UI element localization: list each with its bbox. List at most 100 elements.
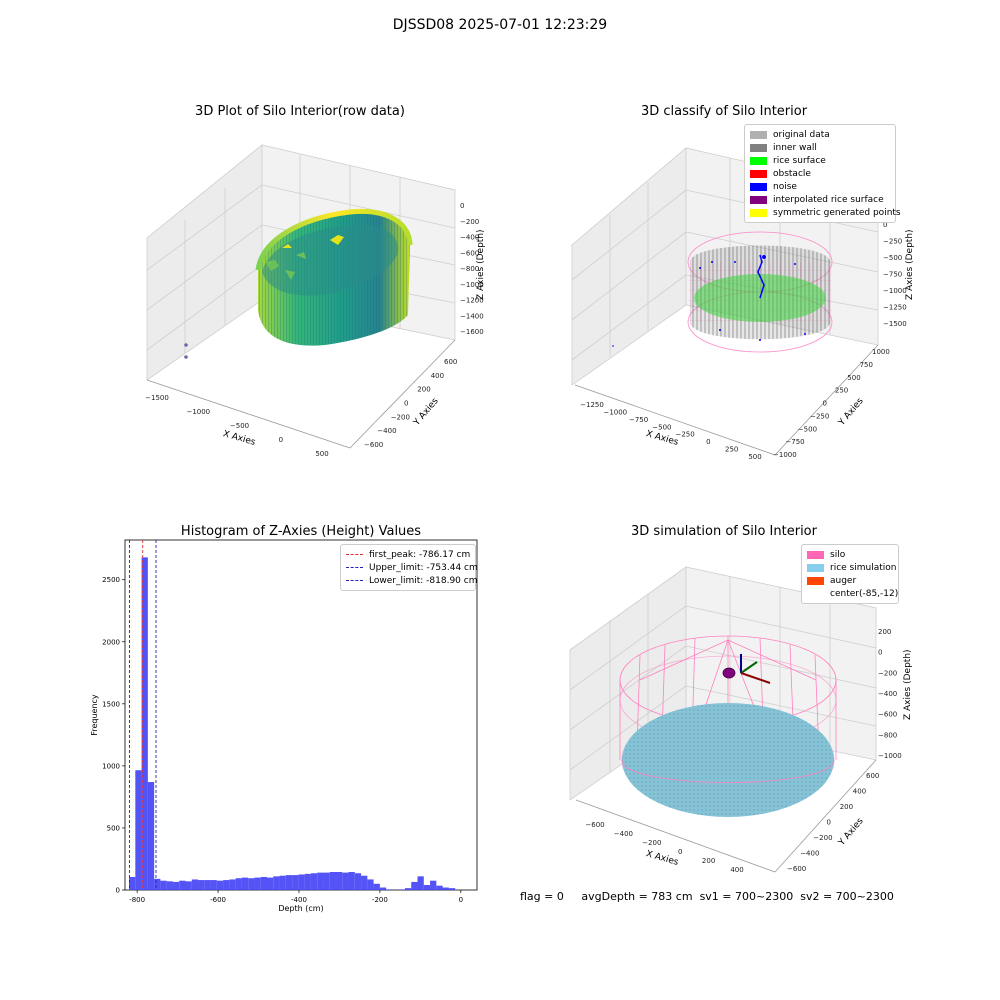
outlier-point xyxy=(184,343,188,347)
p1-y-tick: −200 xyxy=(391,413,410,421)
hist-bar xyxy=(229,879,236,890)
hist-bar xyxy=(160,880,167,890)
p1-z-tick: −1400 xyxy=(460,312,484,320)
hist-bar xyxy=(279,875,286,890)
legend-entry: original data xyxy=(750,128,890,141)
legend-entry: Upper_limit: -753.44 cm xyxy=(346,561,478,574)
hist-bar xyxy=(210,880,217,890)
p1-z-tick: −1600 xyxy=(460,328,484,336)
figure-title: DJSSD08 2025-07-01 12:23:29 xyxy=(392,17,608,33)
p1-y-tick: 400 xyxy=(431,372,444,380)
hist-bar xyxy=(367,879,374,890)
legend-entry: obstacle xyxy=(750,167,890,180)
p1-x-tick: −1000 xyxy=(186,408,210,416)
legend-swatch xyxy=(807,590,824,598)
legend-entry: center(-85,-12) xyxy=(807,587,898,600)
p1-y-tick: 200 xyxy=(417,386,430,394)
hist-bar xyxy=(223,880,230,890)
hist-bar xyxy=(129,876,136,890)
hist-bar xyxy=(304,873,311,890)
legend-entry: noise xyxy=(750,180,890,193)
hist-axes-frame xyxy=(124,539,478,891)
p1-z-tick: −600 xyxy=(460,249,479,257)
legend-swatch xyxy=(750,195,767,204)
hist-bar xyxy=(254,877,261,890)
simulation-legend: silo rice simulation auger center(-85,-12) xyxy=(801,544,899,604)
hist-bar xyxy=(361,875,368,890)
histogram-legend: first_peak: -786.17 cm Upper_limit: -753.… xyxy=(340,544,478,591)
hist-bar xyxy=(436,885,443,890)
legend-entry: first_peak: -786.17 cm xyxy=(346,548,470,561)
hist-y-tick: 1000 xyxy=(102,762,120,770)
hist-bar xyxy=(292,875,299,890)
hist-bar xyxy=(166,881,173,890)
hist-bar xyxy=(198,880,205,890)
p1-zlabel: Z Axies (Depth) xyxy=(476,229,486,300)
legend-entry: Lower_limit: -818.90 cm xyxy=(346,574,477,587)
p1-x-tick: −1500 xyxy=(145,394,169,402)
legend-entry: rice surface xyxy=(750,154,890,167)
legend-swatch xyxy=(750,156,767,165)
hist-bar xyxy=(448,888,456,890)
hist-bar xyxy=(323,872,330,890)
legend-entry: auger xyxy=(807,574,893,587)
classify-legend: original data inner wall rice surface obsta… xyxy=(744,124,901,223)
hist-bar xyxy=(241,877,249,890)
hist-x-tick: -800 xyxy=(129,896,145,904)
hist-bar xyxy=(430,880,437,890)
status-avg-depth: avgDepth = 783 cm xyxy=(581,890,693,903)
legend-swatch xyxy=(807,550,824,559)
hist-bar xyxy=(141,557,148,890)
legend-label: auger xyxy=(830,575,857,586)
hist-y-tick: 1500 xyxy=(102,700,120,708)
legend-label: Upper_limit: -753.44 cm xyxy=(369,562,478,573)
hist-bar xyxy=(191,879,199,890)
legend-label: obstacle xyxy=(773,168,811,179)
legend-swatch xyxy=(750,182,767,191)
legend-swatch xyxy=(807,563,824,572)
p1-z-tick: −800 xyxy=(460,265,479,273)
panel4-title: 3D simulation of Silo Interior xyxy=(631,524,817,539)
hist-bar xyxy=(373,883,380,890)
hist-bar xyxy=(248,878,255,890)
p1-y-tick: −400 xyxy=(377,427,396,435)
panel2-title: 3D classify of Silo Interior xyxy=(640,104,808,119)
legend-label: Lower_limit: -818.90 cm xyxy=(369,575,478,586)
legend-label: silo xyxy=(830,549,846,560)
p1-x-tick: −500 xyxy=(230,422,249,430)
hist-y-tick: 0 xyxy=(116,887,120,895)
hist-bar xyxy=(185,881,192,890)
hist-y-tick: 500 xyxy=(107,824,120,832)
status-flag: flag = 0 xyxy=(520,890,564,903)
outlier-point xyxy=(184,355,188,359)
legend-entry: inner wall xyxy=(750,141,890,154)
legend-swatch xyxy=(750,169,767,178)
hist-bar xyxy=(417,876,424,890)
hist-bar xyxy=(348,872,355,890)
legend-swatch xyxy=(750,208,767,217)
hist-bar xyxy=(285,875,293,890)
p1-z-tick: −400 xyxy=(460,234,479,242)
legend-label: symmetric generated points xyxy=(773,207,901,218)
panel1-title: 3D Plot of Silo Interior(row data) xyxy=(195,104,405,119)
legend-label: noise xyxy=(773,181,797,192)
legend-label: original data xyxy=(773,129,830,140)
legend-swatch xyxy=(346,567,363,568)
legend-swatch xyxy=(346,554,363,555)
legend-label: center(-85,-12) xyxy=(830,588,899,599)
legend-label: inner wall xyxy=(773,142,817,153)
hist-bar xyxy=(329,872,336,890)
hist-bar xyxy=(411,881,418,890)
hist-ylabel: Frequency xyxy=(90,694,99,736)
hist-x-tick: 0 xyxy=(459,896,463,904)
hist-bar xyxy=(154,878,161,890)
p1-x-tick: 0 xyxy=(279,436,283,444)
p1-z-tick: −1200 xyxy=(460,297,484,305)
p1-y-tick: −600 xyxy=(364,441,383,449)
hist-bar xyxy=(172,881,180,890)
hist-xlabel: Depth (cm) xyxy=(278,904,323,913)
hist-y-tick: 2000 xyxy=(102,638,120,646)
legend-swatch xyxy=(346,580,363,581)
